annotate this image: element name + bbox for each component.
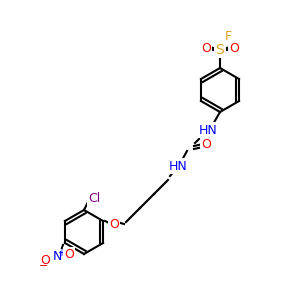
Text: HN: HN	[199, 124, 218, 136]
Text: +: +	[57, 248, 65, 258]
Text: S: S	[216, 43, 224, 57]
Text: O: O	[109, 218, 119, 230]
Text: HN: HN	[169, 160, 188, 172]
Text: O: O	[64, 248, 74, 262]
Text: O: O	[201, 137, 211, 151]
Text: O: O	[201, 41, 211, 55]
Text: Cl: Cl	[88, 191, 100, 205]
Text: F: F	[224, 29, 232, 43]
Text: N: N	[52, 250, 62, 263]
Text: O: O	[40, 254, 50, 268]
Text: O: O	[229, 41, 239, 55]
Text: −: −	[39, 261, 49, 271]
